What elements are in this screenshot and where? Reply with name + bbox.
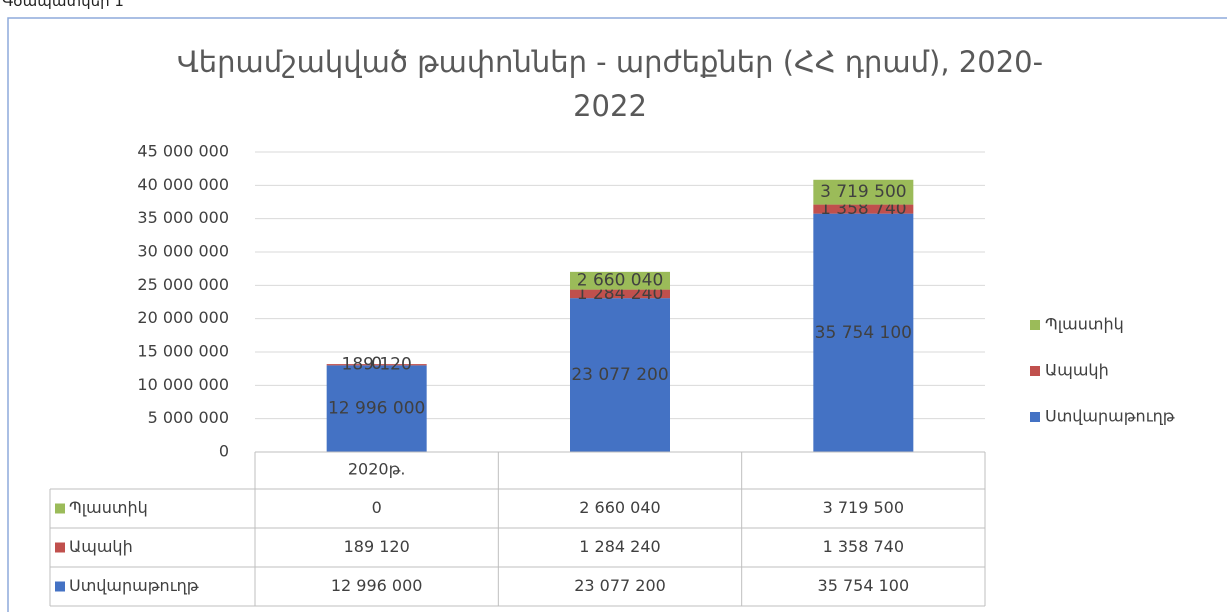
- data-label: 0: [371, 354, 382, 374]
- legend-label: Պլաստիկ: [1045, 315, 1124, 334]
- legend-label: Ապակի: [1045, 361, 1109, 380]
- data-label: 35 754 100: [815, 323, 912, 343]
- table-cell: 0: [372, 498, 382, 517]
- table-legend-key: [55, 503, 65, 514]
- legend-label: Ստվարաթուղթ: [1045, 407, 1175, 426]
- y-tick-label: 15 000 000: [137, 342, 229, 361]
- bar-segment: [326, 364, 427, 366]
- bar-segment: [813, 213, 914, 452]
- legend-key: [1030, 320, 1040, 330]
- y-tick-label: 30 000 000: [137, 242, 229, 261]
- bar-segment: [813, 204, 914, 214]
- table-legend-key: [55, 542, 65, 553]
- y-tick-label: 10 000 000: [137, 375, 229, 394]
- y-tick-label: 5 000 000: [148, 408, 229, 427]
- table-legend-key: [55, 581, 65, 592]
- table-cell: 2 660 040: [579, 498, 660, 517]
- table-cell: 1 358 740: [823, 537, 904, 556]
- table-cell: 12 996 000: [331, 576, 423, 595]
- bar-segment: [570, 271, 670, 290]
- y-tick-label: 45 000 000: [137, 142, 229, 161]
- table-row-label: Պլաստիկ: [69, 498, 148, 517]
- table-cell: 35 754 100: [818, 576, 910, 595]
- x-tick-label: 2020թ.: [348, 460, 406, 479]
- y-tick-label: 0: [219, 442, 229, 461]
- bar-segment: [326, 365, 427, 452]
- y-tick-label: 20 000 000: [137, 308, 229, 327]
- table-cell: 3 719 500: [823, 498, 904, 517]
- table-cell: 1 284 240: [579, 537, 660, 556]
- data-label: 2 660 040: [577, 271, 664, 291]
- data-label: 3 719 500: [820, 182, 907, 202]
- table-row-label: Ստվարաթուղթ: [69, 576, 199, 595]
- caption: Գծապատկեր 1: [2, 0, 124, 10]
- bar-segment: [570, 289, 670, 299]
- y-tick-label: 25 000 000: [137, 275, 229, 294]
- legend-key: [1030, 412, 1040, 422]
- legend-key: [1030, 366, 1040, 376]
- bar-segment: [813, 179, 914, 205]
- y-tick-label: 40 000 000: [137, 175, 229, 194]
- bar-segment: [570, 298, 670, 452]
- chart-title: Վերամշակված թափոններ - արժեքներ (ՀՀ դրամ…: [176, 45, 1044, 123]
- table-cell: 189 120: [344, 537, 410, 556]
- data-label: 189 120: [342, 355, 412, 375]
- data-label: 23 077 200: [571, 365, 668, 385]
- table-row-label: Ապակի: [69, 537, 133, 556]
- data-label: 12 996 000: [328, 399, 425, 419]
- y-tick-label: 35 000 000: [137, 208, 229, 227]
- chart-frame: [7, 17, 1227, 612]
- table-cell: 23 077 200: [574, 576, 666, 595]
